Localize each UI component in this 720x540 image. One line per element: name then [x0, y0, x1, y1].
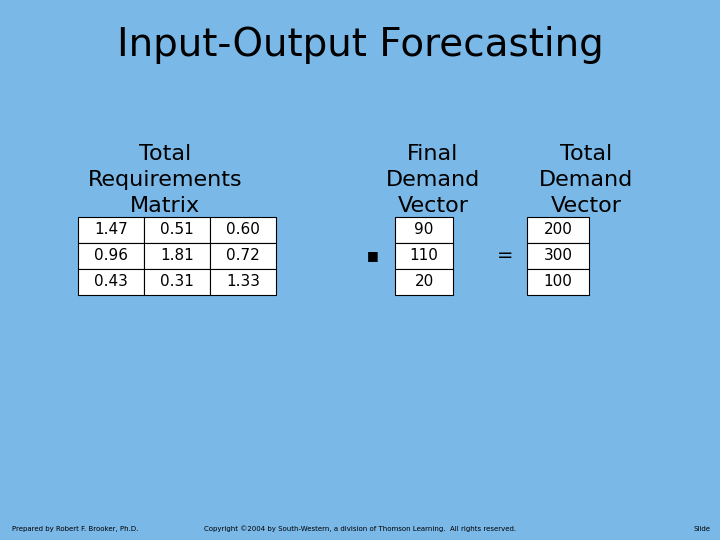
Text: Total
Demand
Vector: Total Demand Vector	[539, 144, 633, 217]
Text: =: =	[497, 246, 513, 266]
Text: Total
Requirements
Matrix: Total Requirements Matrix	[88, 144, 243, 217]
Bar	[527, 243, 589, 269]
Bar	[144, 243, 210, 269]
Text: 20: 20	[415, 274, 433, 289]
Bar	[78, 243, 144, 269]
Text: 1.33: 1.33	[226, 274, 260, 289]
Bar	[395, 243, 453, 269]
Bar	[78, 217, 144, 243]
Text: 300: 300	[544, 248, 572, 264]
Text: 1.81: 1.81	[160, 248, 194, 264]
Bar	[210, 269, 276, 295]
Text: 0.51: 0.51	[160, 222, 194, 238]
Bar	[210, 243, 276, 269]
Text: Copyright ©2004 by South-Western, a division of Thomson Learning.  All rights re: Copyright ©2004 by South-Western, a divi…	[204, 525, 516, 532]
Text: Slide: Slide	[693, 526, 710, 532]
Bar	[527, 269, 589, 295]
Bar	[210, 217, 276, 243]
Text: ■: ■	[367, 249, 379, 262]
Bar	[78, 269, 144, 295]
Text: 110: 110	[410, 248, 438, 264]
Bar	[395, 269, 453, 295]
Text: 0.43: 0.43	[94, 274, 128, 289]
Text: 100: 100	[544, 274, 572, 289]
Text: Prepared by Robert F. Brooker, Ph.D.: Prepared by Robert F. Brooker, Ph.D.	[12, 526, 138, 532]
Bar	[527, 217, 589, 243]
Text: 0.60: 0.60	[226, 222, 260, 238]
Bar	[395, 217, 453, 243]
Text: 200: 200	[544, 222, 572, 238]
Text: Final
Demand
Vector: Final Demand Vector	[386, 144, 480, 217]
Text: 0.72: 0.72	[226, 248, 260, 264]
Text: Input-Output Forecasting: Input-Output Forecasting	[117, 26, 603, 64]
Text: 90: 90	[414, 222, 433, 238]
Bar	[144, 217, 210, 243]
Bar	[144, 269, 210, 295]
Text: 0.31: 0.31	[160, 274, 194, 289]
Text: 0.96: 0.96	[94, 248, 128, 264]
Text: 1.47: 1.47	[94, 222, 128, 238]
